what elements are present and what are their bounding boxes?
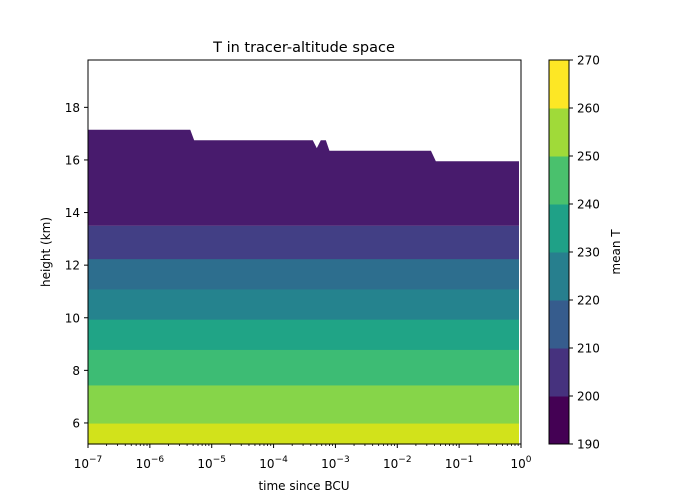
contour-band-200-210 [88,225,519,260]
contour-bands [88,129,519,445]
x-tick-label: 10−1 [445,455,474,471]
x-tick-label: 100 [510,455,531,471]
colorbar-tick-label: 220 [577,294,600,308]
x-tick-label: 10−3 [321,455,350,471]
colorbar-segment-260-270 [549,60,569,109]
contour-band-230-240 [88,319,519,350]
colorbar-tick-label: 210 [577,342,600,356]
colorbar-tick-label: 230 [577,246,600,260]
contour-band-240-250 [88,349,519,386]
colorbar [549,60,569,445]
contour-band-210-220 [88,258,519,290]
x-tick-label: 10−5 [197,455,226,471]
x-axis-ticks: 10−7 10−6 10−5 10−4 10−3 10−2 10−1 100 [74,444,532,471]
y-tick-label: 6 [72,416,80,430]
x-tick-label: 10−7 [74,455,103,471]
colorbar-tick-label: 250 [577,150,600,164]
colorbar-tick-label: 200 [577,390,600,404]
colorbar-segment-240-250 [549,156,569,205]
colorbar-tick-label: 260 [577,102,600,116]
colorbar-tick-label: 240 [577,198,600,212]
colorbar-segment-200-210 [549,348,569,397]
chart-title: T in tracer-altitude space [212,40,395,56]
contour-band-220-230 [88,288,519,320]
colorbar-segment-210-220 [549,300,569,349]
y-tick-label: 18 [65,101,80,115]
y-tick-label: 14 [65,206,80,220]
x-tick-label: 10−4 [259,455,288,471]
colorbar-segment-220-230 [549,252,569,301]
y-axis-ticks: 6 8 10 12 14 16 18 [65,101,88,430]
colorbar-tick-label: 270 [577,54,600,68]
y-tick-label: 12 [65,259,80,273]
x-tick-label: 10−6 [136,455,165,471]
plot-frame [87,59,522,445]
colorbar-tick-label: 190 [577,438,600,452]
y-axis-label: height (km) [39,217,53,287]
colorbar-segment-250-260 [549,108,569,157]
colorbar-segment-190-200 [549,396,569,445]
y-tick-label: 8 [72,364,80,378]
x-axis-label: time since BCU [258,479,349,493]
y-tick-label: 16 [65,153,80,167]
x-tick-label: 10−2 [383,455,412,471]
colorbar-segment-230-240 [549,204,569,253]
contour-band-250-260 [88,384,519,424]
y-tick-label: 10 [65,311,80,325]
colorbar-label: mean T [609,229,623,275]
contour-band-260-270 [88,422,519,445]
colorbar-ticks: 190 200 210 220 230 240 250 260 270 [569,54,600,452]
contour-band-190-200 [88,129,519,226]
